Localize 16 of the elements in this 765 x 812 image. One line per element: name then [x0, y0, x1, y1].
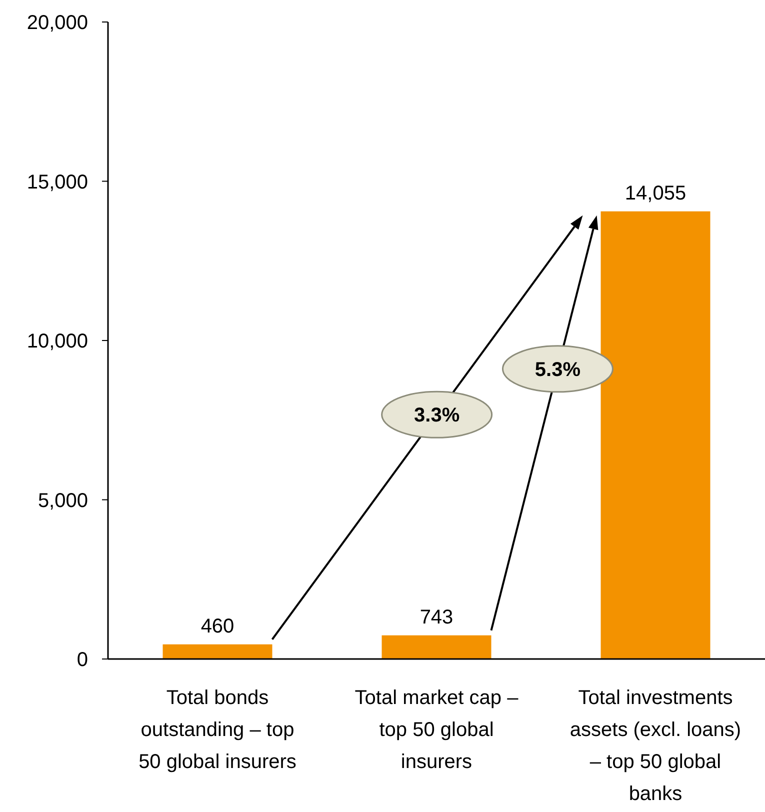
bar	[600, 211, 710, 659]
data-label: 14,055	[624, 182, 686, 204]
x-tick-label: Total investments assets (excl. loans) – top 50 global banks	[570, 687, 742, 805]
y-tick-label: 10,000	[26, 330, 88, 352]
bar	[382, 635, 492, 659]
y-tick-label: 0	[76, 649, 88, 671]
x-tick-label: Total market cap – top 50 global insurers	[354, 687, 520, 773]
annotation: 3.3%	[414, 404, 460, 427]
data-label: 743	[420, 606, 454, 628]
annotation: 5.3%	[534, 358, 581, 381]
x-tick-label: Total bonds outstanding – top 50 global insurers	[138, 687, 296, 773]
y-tick-label: 20,000	[26, 12, 88, 34]
y-tick-label: 15,000	[26, 171, 88, 194]
bar	[162, 644, 272, 659]
data-label: 460	[200, 615, 234, 638]
y-tick-label: 5,000	[38, 490, 88, 512]
